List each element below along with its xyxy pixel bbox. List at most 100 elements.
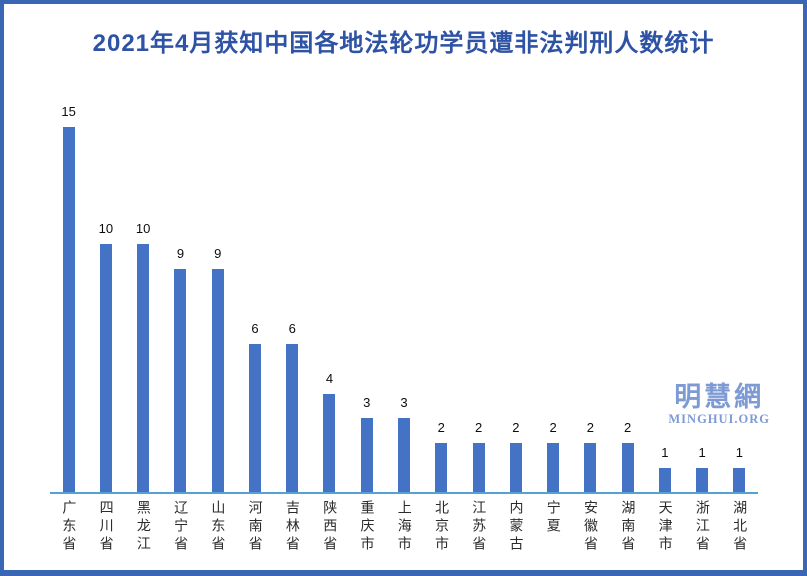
bar-slot: 2 xyxy=(534,104,571,493)
x-axis-label-text: 广东省 xyxy=(61,500,78,554)
x-axis-label: 江苏省 xyxy=(460,500,497,564)
bar-slot: 15 xyxy=(50,104,87,493)
x-axis-label: 重庆市 xyxy=(348,500,385,564)
bar xyxy=(174,269,187,493)
bar-value-label: 2 xyxy=(437,420,445,435)
bar xyxy=(621,443,634,493)
bar-slot: 6 xyxy=(274,104,311,493)
x-axis-label: 上海市 xyxy=(385,500,422,564)
bar-value-label: 10 xyxy=(135,221,151,236)
x-axis-label-text: 重庆市 xyxy=(359,500,376,554)
bar xyxy=(472,443,485,493)
bar-chart-plot-area: 15 10 10 9 9 6 6 4 3 3 2 2 2 2 2 2 1 1 1 xyxy=(50,104,758,493)
x-axis-label: 河南省 xyxy=(236,500,273,564)
x-axis-label: 辽宁省 xyxy=(162,500,199,564)
bar-slot: 1 xyxy=(684,104,721,493)
bar-slot: 10 xyxy=(87,104,124,493)
x-axis-label: 安徽省 xyxy=(572,500,609,564)
bar xyxy=(658,468,671,493)
x-axis-label: 吉林省 xyxy=(274,500,311,564)
x-axis-label: 湖南省 xyxy=(609,500,646,564)
x-axis-label-text: 天津市 xyxy=(657,500,674,554)
chart-title: 2021年4月获知中国各地法轮功学员遭非法判刑人数统计 xyxy=(92,30,715,57)
bar-slot: 9 xyxy=(162,104,199,493)
x-axis-label-text: 四川省 xyxy=(98,500,115,554)
x-axis-label-text: 江苏省 xyxy=(471,500,488,554)
x-axis-label: 北京市 xyxy=(423,500,460,564)
x-axis-label-text: 黑龙江 xyxy=(135,500,152,554)
bar xyxy=(733,468,746,493)
x-axis-label: 浙江省 xyxy=(684,500,721,564)
bar xyxy=(211,269,224,493)
bar-value-label: 6 xyxy=(251,321,259,336)
bar-slot: 2 xyxy=(460,104,497,493)
x-axis-label-text: 吉林省 xyxy=(284,500,301,554)
bar-value-label: 1 xyxy=(735,445,744,460)
minghui-site-text: MINGHUI.ORG xyxy=(668,412,770,426)
bar xyxy=(509,443,522,493)
bar-value-label: 15 xyxy=(61,104,76,119)
bar-slot: 2 xyxy=(572,104,609,493)
bar-value-label: 3 xyxy=(400,395,408,410)
bar xyxy=(398,418,411,493)
bar-slot: 1 xyxy=(646,104,683,493)
x-axis-label: 黑龙江 xyxy=(125,500,162,564)
bar-value-label: 4 xyxy=(325,371,334,386)
bar-slot: 6 xyxy=(236,104,273,493)
bar-value-label: 2 xyxy=(549,420,557,435)
x-axis-label-text: 上海市 xyxy=(396,500,413,554)
bar xyxy=(137,244,150,493)
x-axis-label-text: 安徽省 xyxy=(583,500,600,554)
bar xyxy=(62,127,75,493)
bar xyxy=(584,443,597,493)
x-axis-label-text: 湖南省 xyxy=(620,500,637,554)
x-axis-label-text: 河南省 xyxy=(247,500,264,554)
x-axis-label: 湖北省 xyxy=(721,500,758,564)
bar-slot: 2 xyxy=(423,104,460,493)
x-axis-line xyxy=(50,492,758,494)
bar-value-label: 10 xyxy=(98,221,114,236)
x-axis-label-text: 山东省 xyxy=(210,500,227,554)
minghui-watermark: 明慧網 MINGHUI.ORG xyxy=(668,384,770,426)
bar-slot: 9 xyxy=(199,104,236,493)
bar-value-label: 2 xyxy=(586,420,594,435)
bar xyxy=(99,244,112,493)
bar xyxy=(547,443,560,493)
bar-value-label: 9 xyxy=(176,246,185,261)
bar xyxy=(286,344,299,493)
x-axis-label-text: 陕西省 xyxy=(322,500,339,554)
x-axis-label: 广东省 xyxy=(50,500,87,564)
x-axis-label-text: 北京市 xyxy=(433,500,450,554)
bar-value-label: 1 xyxy=(698,445,706,460)
minghui-logo-text: 明慧網 xyxy=(674,382,765,412)
x-axis-label: 宁夏 xyxy=(534,500,571,564)
bar-value-label: 2 xyxy=(474,420,483,435)
bar-slot: 2 xyxy=(609,104,646,493)
x-axis-labels: 广东省 四川省 黑龙江 辽宁省 山东省 河南省 吉林省 陕西省 重庆市 上海市 北京市 江苏省 内蒙古 宁… xyxy=(50,500,758,564)
bar xyxy=(360,418,373,493)
bar xyxy=(435,443,448,493)
bar-slot: 3 xyxy=(348,104,385,493)
x-axis-label-text: 辽宁省 xyxy=(173,500,190,554)
bar-slot: 1 xyxy=(721,104,758,493)
bar-value-label: 3 xyxy=(363,395,371,410)
bar xyxy=(696,468,709,493)
x-axis-label: 天津市 xyxy=(646,500,683,564)
bar-value-label: 2 xyxy=(624,420,632,435)
bar-value-label: 2 xyxy=(512,420,520,435)
bar-value-label: 1 xyxy=(661,445,669,460)
x-axis-label: 四川省 xyxy=(87,500,124,564)
bar-slot: 10 xyxy=(125,104,162,493)
bar-value-label: 9 xyxy=(214,246,222,261)
bar xyxy=(248,344,261,493)
bar-slot: 2 xyxy=(497,104,534,493)
bar-slot: 3 xyxy=(385,104,422,493)
bar xyxy=(323,394,336,493)
x-axis-label-text: 宁夏 xyxy=(545,500,562,536)
x-axis-label: 山东省 xyxy=(199,500,236,564)
x-axis-label-text: 湖北省 xyxy=(732,500,749,554)
bar-slot: 4 xyxy=(311,104,348,493)
x-axis-label-text: 浙江省 xyxy=(694,500,711,554)
x-axis-label-text: 内蒙古 xyxy=(508,500,525,554)
